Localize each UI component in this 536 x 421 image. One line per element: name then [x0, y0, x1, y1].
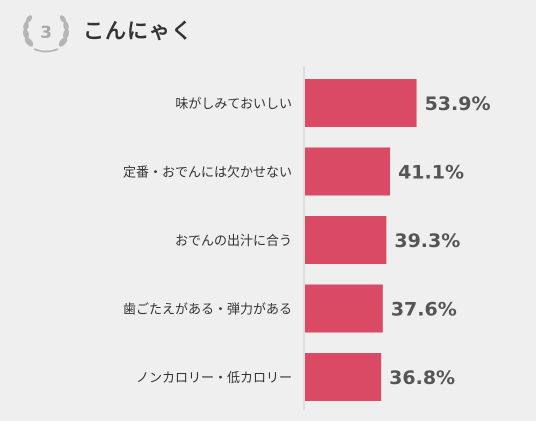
laurel-wreath-icon	[23, 15, 69, 53]
category-label: 定番・おでんには欠かせない	[123, 165, 292, 181]
value-label: 37.6%	[391, 299, 457, 321]
category-label: ノンカロリー・低カロリー	[136, 371, 292, 386]
value-label: 41.1%	[398, 162, 464, 184]
category-label: おでんの出汁に合う	[175, 234, 292, 249]
chart-title: こんにゃく	[83, 19, 193, 43]
bar	[305, 353, 382, 401]
bar	[305, 216, 387, 264]
rank-number: 3	[40, 23, 52, 43]
category-label: 歯ごたえがある・弾力がある	[123, 302, 292, 318]
value-label: 36.8%	[389, 367, 455, 389]
rank-laurel-badge: 3	[20, 10, 72, 54]
value-label: 39.3%	[394, 230, 460, 252]
value-label: 53.9%	[425, 93, 491, 115]
bar	[305, 79, 417, 127]
bar	[305, 147, 391, 196]
bar	[305, 284, 383, 333]
category-label: 味がしみておいしい	[175, 97, 292, 112]
